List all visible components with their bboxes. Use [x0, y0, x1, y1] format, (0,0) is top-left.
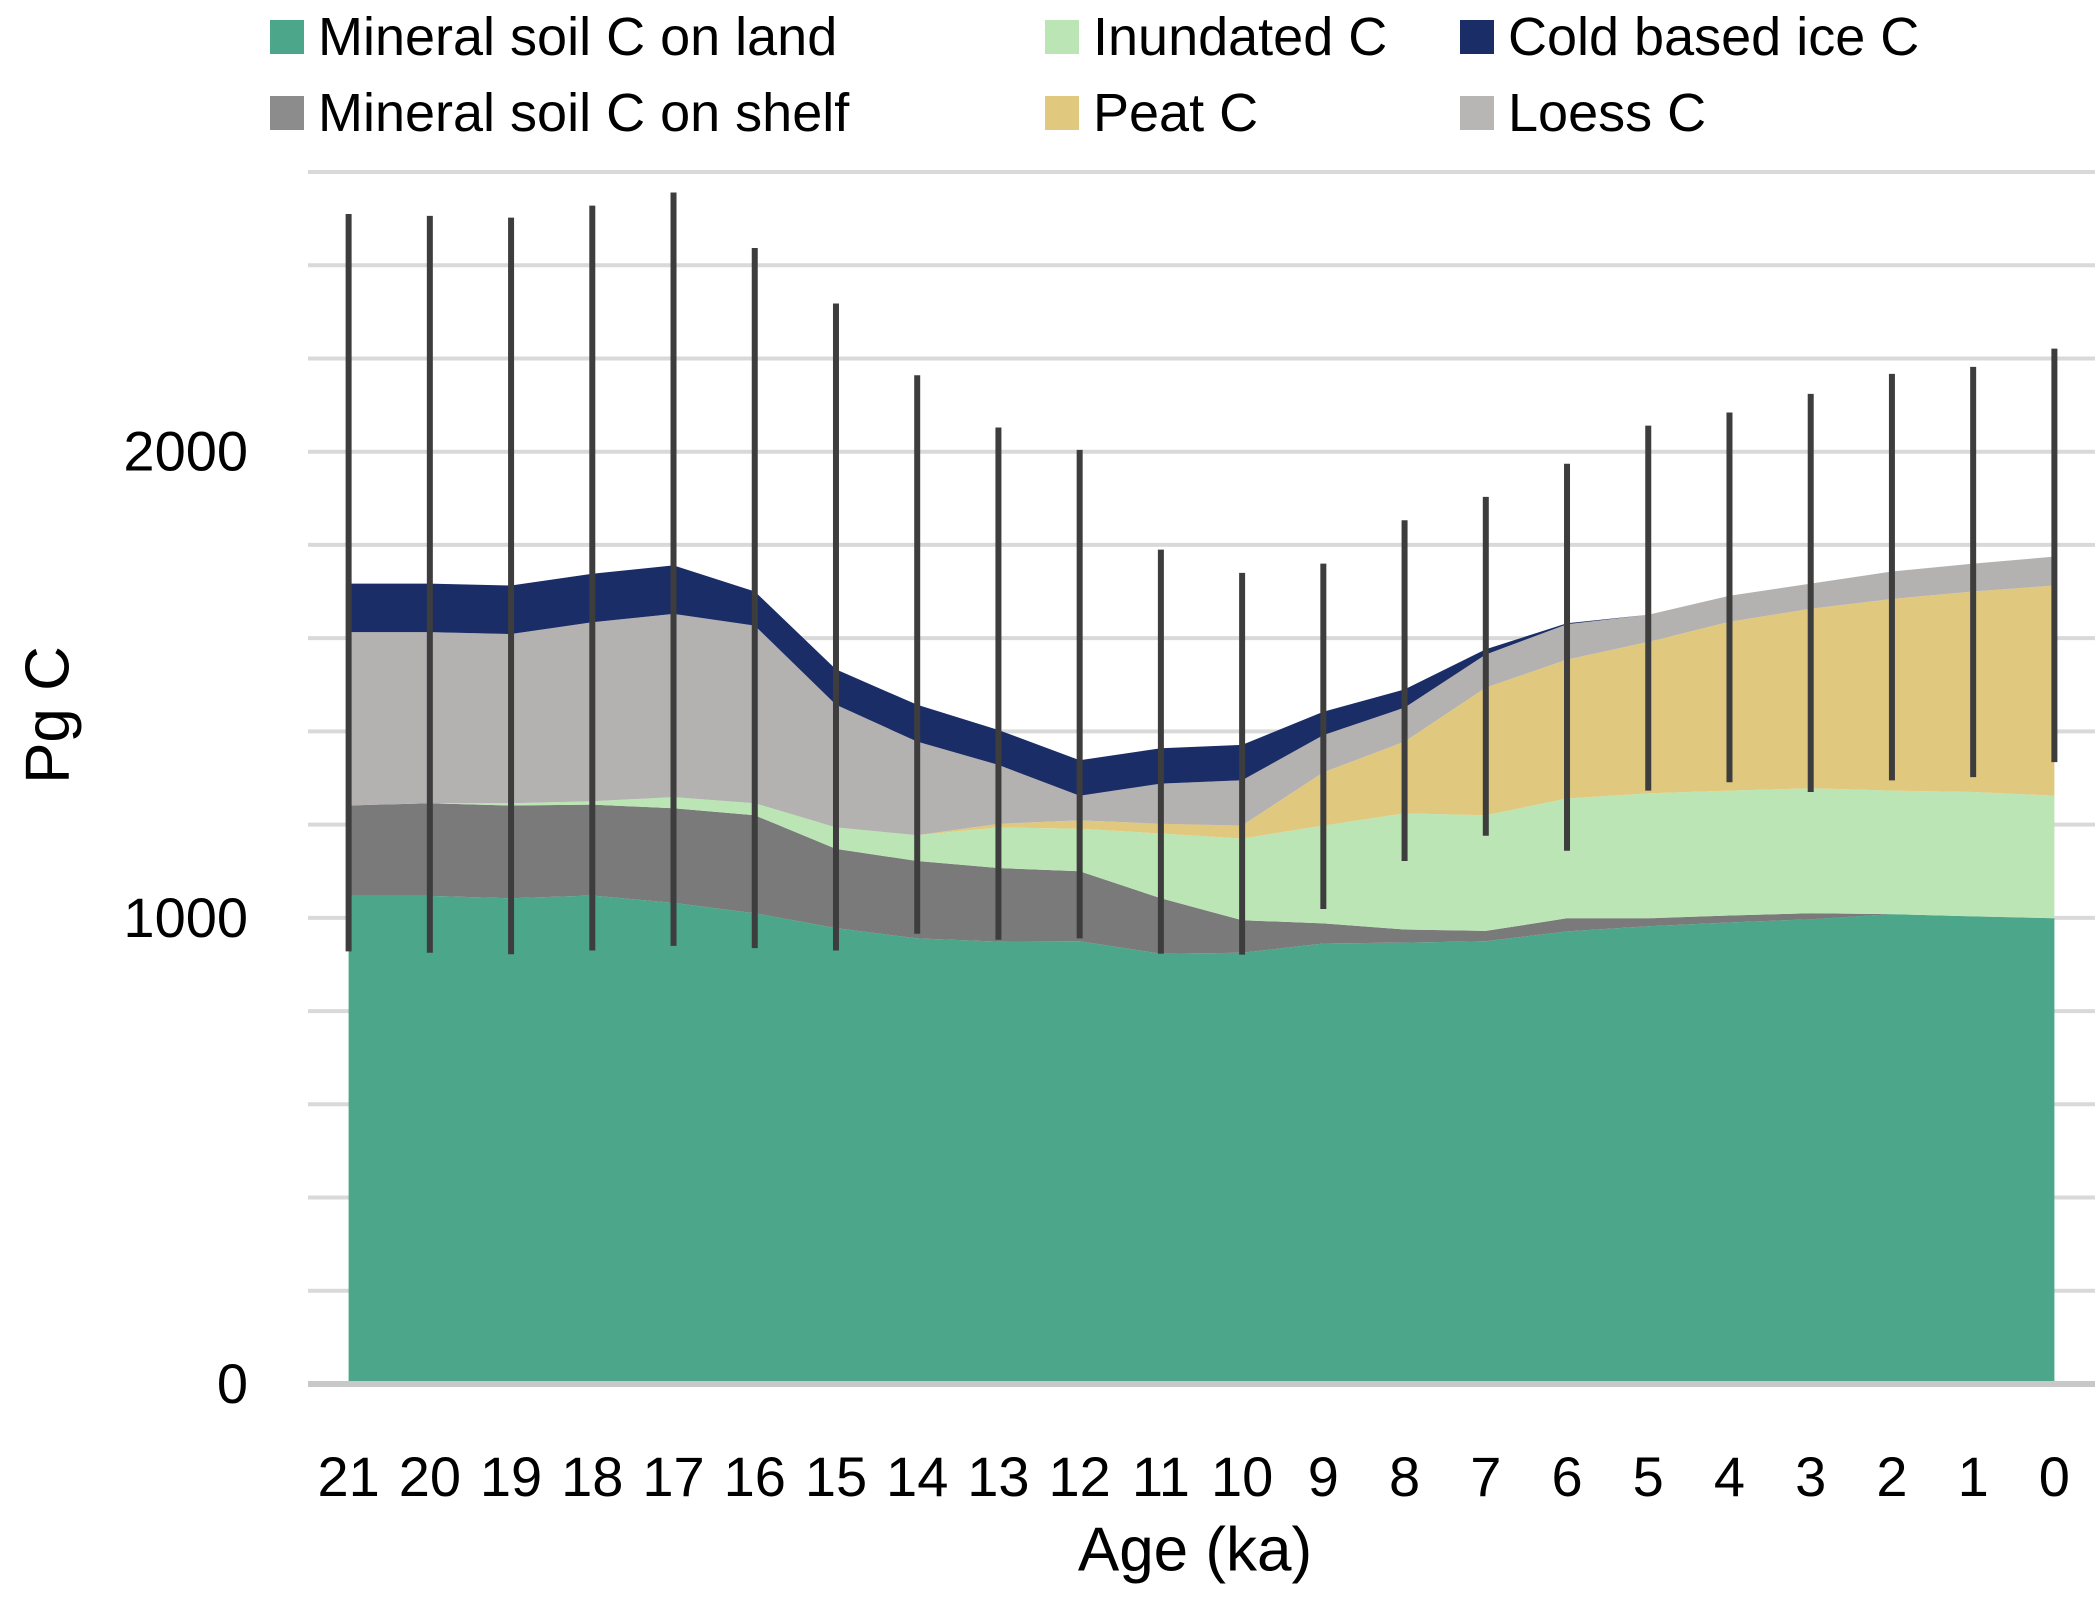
- area-cold-based-ice-c: [348, 556, 2055, 796]
- y-tick-label: 1000: [123, 886, 248, 949]
- x-tick-label: 17: [642, 1445, 704, 1508]
- x-tick-label: 5: [1633, 1445, 1664, 1508]
- legend-item-mineral-soil-shelf: Mineral soil C on shelf: [270, 84, 849, 142]
- x-tick-label: 2: [1876, 1445, 1907, 1508]
- x-tick-label: 13: [967, 1445, 1029, 1508]
- legend-label: Loess C: [1508, 83, 1707, 143]
- x-tick-label: 12: [1049, 1445, 1111, 1508]
- x-tick-label: 9: [1308, 1445, 1339, 1508]
- x-tick-label: 1: [1958, 1445, 1989, 1508]
- legend-swatch-mineral-soil-shelf-icon: [270, 96, 304, 130]
- legend-item-loess: Loess C: [1460, 84, 1706, 142]
- y-tick-label: 2000: [123, 420, 248, 483]
- legend-item-inundated: Inundated C: [1045, 8, 1387, 66]
- area-loess-c: [348, 556, 2055, 836]
- legend-item-peat: Peat C: [1045, 84, 1258, 142]
- x-tick-label: 0: [2039, 1445, 2070, 1508]
- legend-label: Cold based ice C: [1508, 7, 1920, 67]
- legend-item-mineral-soil-land: Mineral soil C on land: [270, 8, 837, 66]
- x-tick-label: 7: [1470, 1445, 1501, 1508]
- x-tick-label: 15: [805, 1445, 867, 1508]
- legend-swatch-peat-icon: [1045, 96, 1079, 130]
- x-tick-label: 20: [399, 1445, 461, 1508]
- x-tick-label: 21: [317, 1445, 379, 1508]
- x-tick-label: 8: [1389, 1445, 1420, 1508]
- legend-label: Peat C: [1093, 83, 1259, 143]
- area-mineral-soil-c-on-land: [348, 895, 2055, 1384]
- x-tick-label: 6: [1551, 1445, 1582, 1508]
- legend-label: Mineral soil C on shelf: [318, 83, 850, 143]
- area-mineral-soil-c-on-shelf: [348, 803, 2055, 954]
- legend-swatch-inundated-icon: [1045, 20, 1079, 54]
- x-tick-label: 3: [1795, 1445, 1826, 1508]
- legend-swatch-mineral-soil-land-icon: [270, 20, 304, 54]
- x-axis-title: Age (ka): [1077, 1515, 1313, 1585]
- x-tick-label: 10: [1211, 1445, 1273, 1508]
- x-tick-label: 4: [1714, 1445, 1745, 1508]
- x-tick-label: 14: [886, 1445, 948, 1508]
- x-tick-label: 11: [1132, 1445, 1190, 1508]
- x-tick-label: 16: [724, 1445, 786, 1508]
- legend-swatch-loess-icon: [1460, 96, 1494, 130]
- y-axis-title: Pg C: [13, 646, 83, 784]
- legend-swatch-cold-based-ice-icon: [1460, 20, 1494, 54]
- y-tick-label: 0: [217, 1352, 248, 1415]
- legend-item-cold-based-ice: Cold based ice C: [1460, 8, 1919, 66]
- legend-label: Mineral soil C on land: [318, 7, 838, 67]
- area-peat-c: [348, 585, 2055, 839]
- x-tick-label: 18: [561, 1445, 623, 1508]
- area-inundated-c: [348, 788, 2055, 931]
- legend-label: Inundated C: [1093, 7, 1388, 67]
- x-tick-label: 19: [480, 1445, 542, 1508]
